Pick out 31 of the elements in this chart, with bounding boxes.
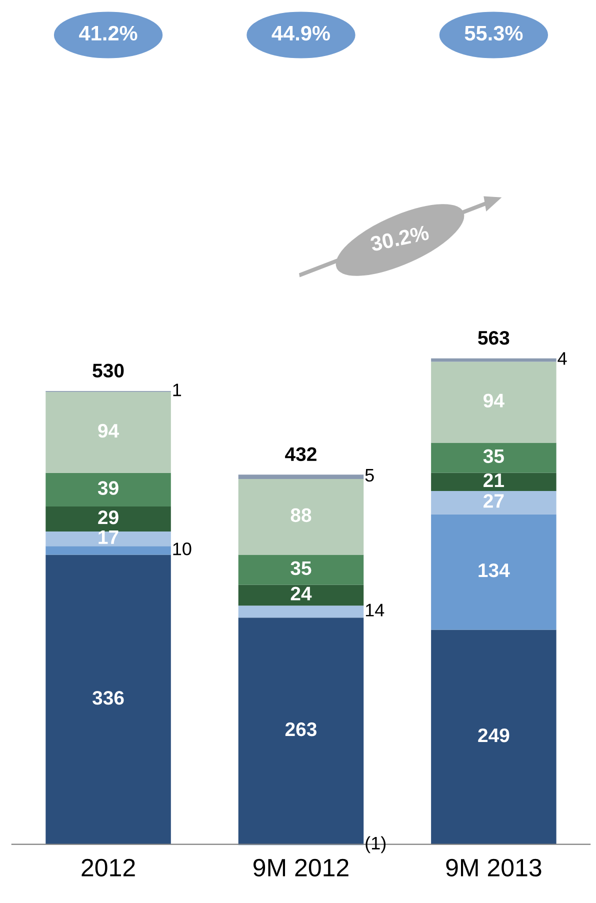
data-label: 263 [285,722,316,736]
total-label: 563 [478,330,510,345]
total-label: 530 [92,364,124,378]
total-label: 432 [285,447,316,462]
data-label: 39 [98,481,118,495]
data-label: 94 [98,424,119,438]
data-label: 27 [484,494,504,508]
data-label: 35 [290,561,312,576]
data-label: 94 [484,394,504,408]
data-label: 336 [92,690,124,705]
text: 30.2% [370,225,430,252]
data-label: 1 [173,384,182,396]
data-label: 4 [558,352,567,365]
data-label: 5 [365,469,374,482]
data-label: 14 [366,604,384,616]
data-label: 21 [484,473,504,487]
text: 55.3% [464,26,523,41]
x-tick-label: 9M 2012 [254,858,348,877]
data-label: 88 [290,508,312,522]
data-label: 17 [98,530,118,544]
text: 41.2% [79,26,138,41]
x-tick-label: 2012 [82,858,135,877]
data-label: 134 [478,563,510,578]
text: 44.9% [272,26,330,41]
x-tick-label: 9M 2013 [446,858,542,877]
data-label: 24 [290,586,312,600]
data-label: 249 [478,728,510,742]
data-label: 29 [98,510,118,524]
data-label: 10 [173,542,192,556]
data-label: 35 [483,449,504,464]
data-label: (1) [366,836,386,854]
